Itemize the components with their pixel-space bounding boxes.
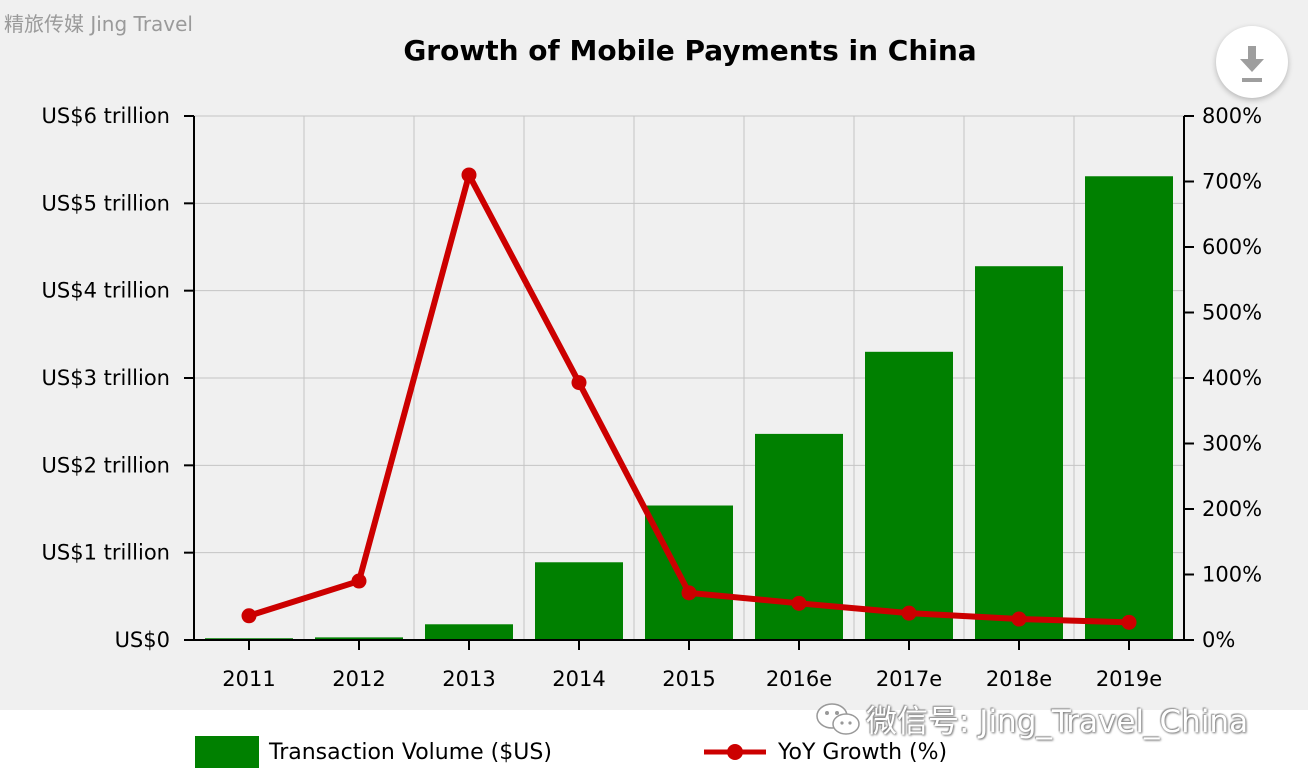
y-right-tick-label: 700% xyxy=(1202,170,1262,194)
x-tick-label: 2015 xyxy=(662,667,715,691)
y-left-tick-label: US$5 trillion xyxy=(42,191,170,215)
growth-point-2014 xyxy=(571,375,587,391)
bar-2012 xyxy=(315,637,403,640)
y-left-tick-label: US$6 trillion xyxy=(42,104,170,128)
legend-label-volume: Transaction Volume ($US) xyxy=(269,739,552,765)
chart-plot: US$0 US$1 trillion US$2 trillion US$3 trill… xyxy=(42,104,1263,691)
growth-point-2011 xyxy=(241,608,257,624)
growth-point-2012 xyxy=(351,573,367,589)
x-tick-label: 2012 xyxy=(332,667,385,691)
wechat-id-text: 微信号: Jing_Travel_China xyxy=(866,703,1249,740)
y-right-tick-label: 100% xyxy=(1202,563,1262,587)
y-right-tick-label: 0% xyxy=(1202,628,1235,652)
watermark-text: 精旅传媒 Jing Travel xyxy=(4,12,193,36)
legend-swatch-bar xyxy=(195,736,259,768)
x-tick-label: 2017e xyxy=(876,667,942,691)
growth-point-2019e xyxy=(1121,614,1137,630)
x-tick-label: 2018e xyxy=(986,667,1052,691)
bar-2018e xyxy=(975,266,1063,640)
y-right-tick-label: 500% xyxy=(1202,301,1262,325)
y-left-tick-label: US$1 trillion xyxy=(42,541,170,565)
x-tick-label: 2014 xyxy=(552,667,605,691)
y-left-tick-label: US$4 trillion xyxy=(42,279,170,303)
legend-swatch-line xyxy=(704,744,766,760)
y-right-tick-label: 200% xyxy=(1202,497,1262,521)
legend-item-growth[interactable]: YoY Growth (%) xyxy=(702,730,947,774)
y-right-tick-label: 400% xyxy=(1202,366,1262,390)
growth-point-2017e xyxy=(901,605,917,621)
wechat-watermark: 微信号: Jing_Travel_China xyxy=(812,696,1248,740)
y-left-tick-label: US$2 trillion xyxy=(42,453,170,477)
bar-2014 xyxy=(535,562,623,640)
chart-legend: Transaction Volume ($US) YoY Growth (%) xyxy=(0,730,1308,780)
y-left-tick-label: US$3 trillion xyxy=(42,366,170,390)
x-tick-label: 2016e xyxy=(766,667,832,691)
growth-point-2016e xyxy=(791,595,807,611)
growth-point-2015 xyxy=(681,585,697,601)
growth-point-2013 xyxy=(461,167,477,183)
y-left-tick-label: US$0 xyxy=(115,628,170,652)
legend-label-growth: YoY Growth (%) xyxy=(778,739,948,765)
x-tick-label: 2011 xyxy=(222,667,275,691)
legend-item-volume[interactable]: Transaction Volume ($US) xyxy=(195,730,552,774)
bar-2017e xyxy=(865,351,953,640)
y-right-tick-label: 800% xyxy=(1202,104,1262,128)
y-right-tick-label: 600% xyxy=(1202,235,1262,259)
x-tick-label: 2019e xyxy=(1096,667,1162,691)
chart-title: Growth of Mobile Payments in China xyxy=(403,34,977,67)
x-tick-label: 2013 xyxy=(442,667,495,691)
bar-2019e xyxy=(1085,176,1173,640)
growth-point-2018e xyxy=(1011,611,1027,627)
bar-2015 xyxy=(645,505,733,640)
download-icon xyxy=(1240,46,1264,82)
bar-2013 xyxy=(425,624,513,640)
y-right-tick-label: 300% xyxy=(1202,432,1262,456)
download-button[interactable] xyxy=(1216,26,1288,98)
wechat-logo-icon xyxy=(816,703,860,735)
